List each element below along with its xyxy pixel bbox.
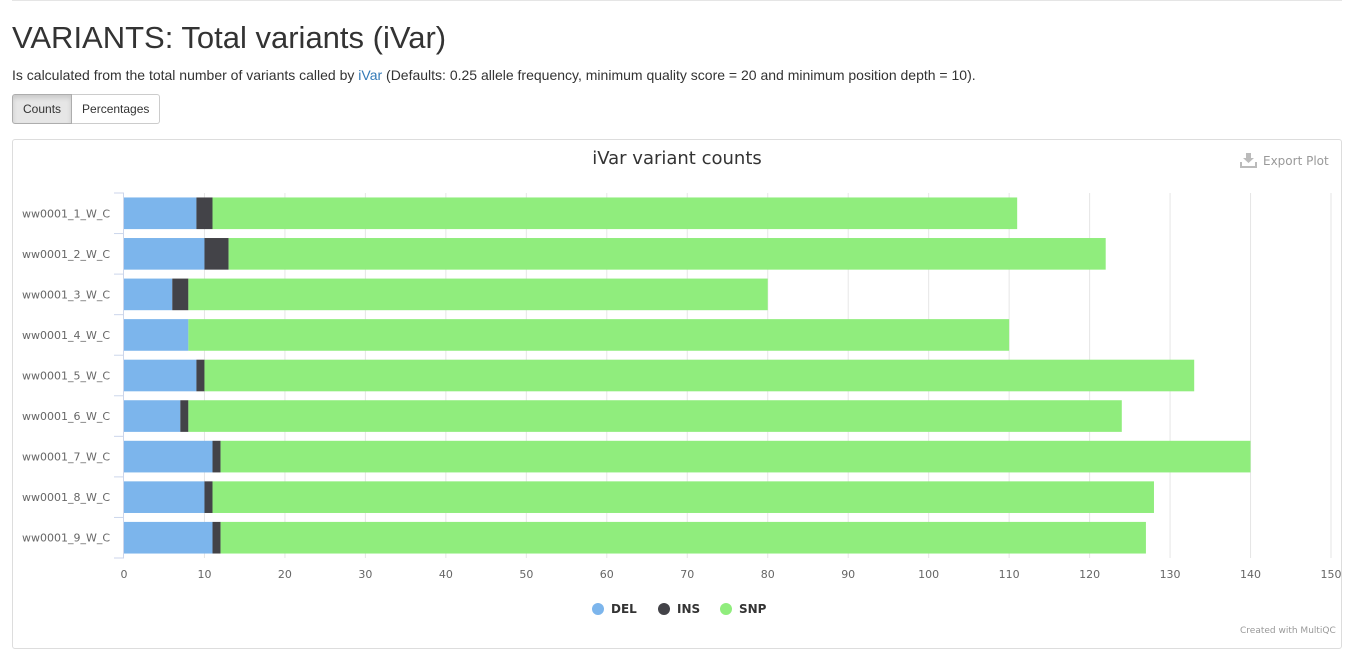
x-tick-label: 90: [841, 568, 855, 581]
bar-del: [124, 440, 213, 473]
data-toggle-group: Counts Percentages: [12, 94, 161, 124]
x-tick-label: 10: [197, 568, 211, 581]
category-label: ww0001_8_W_C: [22, 491, 110, 504]
bar-ins: [204, 238, 229, 270]
bar-del: [124, 319, 189, 351]
bar-ins: [196, 359, 205, 392]
category-label: ww0001_9_W_C: [22, 532, 110, 545]
x-tick-label: 30: [358, 568, 372, 581]
bar-del: [124, 481, 205, 513]
counts-button[interactable]: Counts: [12, 94, 73, 124]
ivar-link[interactable]: iVar: [358, 67, 383, 83]
bar-snp: [204, 359, 1195, 392]
bar-ins: [196, 197, 213, 230]
category-label: ww0001_2_W_C: [22, 248, 110, 261]
export-plot-button[interactable]: Export Plot: [1240, 153, 1329, 168]
description-suffix: (Defaults: 0.25 allele frequency, minimu…: [382, 67, 976, 83]
legend-label-del[interactable]: DEL: [611, 602, 637, 616]
top-divider: [12, 0, 1342, 1]
x-tick-label: 120: [1079, 568, 1100, 581]
x-tick-label: 150: [1321, 568, 1342, 581]
x-tick-label: 0: [121, 568, 128, 581]
bar-snp: [188, 278, 768, 311]
x-tick-label: 50: [519, 568, 533, 581]
category-label: ww0001_3_W_C: [22, 288, 110, 301]
bar-ins: [212, 521, 221, 554]
legend-marker-ins: [658, 603, 670, 615]
legend-label-ins[interactable]: INS: [677, 602, 700, 616]
bar-snp: [188, 400, 1122, 432]
category-label: ww0001_6_W_C: [22, 410, 110, 423]
bar-snp: [220, 521, 1146, 554]
x-tick-label: 140: [1240, 568, 1261, 581]
bar-snp: [188, 319, 1010, 351]
legend-label-snp[interactable]: SNP: [739, 602, 767, 616]
percentages-button[interactable]: Percentages: [72, 94, 161, 124]
bar-del: [124, 197, 197, 230]
bar-ins: [212, 440, 221, 473]
x-tick-label: 100: [918, 568, 939, 581]
x-tick-label: 80: [761, 568, 775, 581]
chart-title: iVar variant counts: [592, 148, 762, 169]
bar-del: [124, 521, 213, 554]
x-tick-label: 60: [600, 568, 614, 581]
category-label: ww0001_7_W_C: [22, 451, 110, 464]
category-label: ww0001_4_W_C: [22, 329, 110, 342]
x-tick-label: 40: [439, 568, 453, 581]
bar-ins: [172, 278, 189, 311]
multiqc-credit: Created with MultiQC: [1240, 626, 1336, 636]
category-label: ww0001_1_W_C: [22, 207, 110, 220]
export-plot-label: Export Plot: [1263, 153, 1329, 168]
bar-snp: [228, 238, 1106, 270]
x-tick-label: 130: [1160, 568, 1181, 581]
bar-del: [124, 359, 197, 392]
x-tick-label: 110: [999, 568, 1020, 581]
description-prefix: Is calculated from the total number of v…: [12, 67, 359, 83]
bar-snp: [212, 481, 1154, 513]
section-description: Is calculated from the total number of v…: [12, 66, 976, 84]
bar-del: [124, 400, 181, 432]
legend-marker-snp: [720, 603, 732, 615]
download-icon: [1240, 153, 1257, 168]
bar-del: [124, 278, 173, 311]
bar-del: [124, 238, 205, 270]
page-title: VARIANTS: Total variants (iVar): [12, 20, 447, 55]
bar-snp: [212, 197, 1018, 230]
bar-ins: [180, 400, 189, 432]
bar-ins: [204, 481, 213, 513]
legend-marker-del: [592, 603, 604, 615]
x-tick-label: 70: [680, 568, 694, 581]
category-label: ww0001_5_W_C: [22, 370, 110, 383]
bar-snp: [220, 440, 1251, 473]
x-tick-label: 20: [278, 568, 292, 581]
